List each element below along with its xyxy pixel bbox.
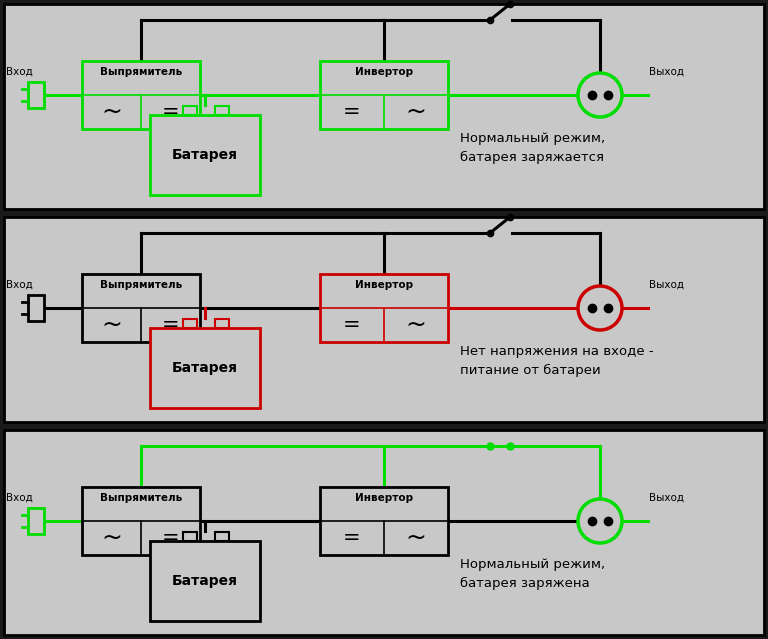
Text: Батарея: Батарея (172, 361, 238, 375)
Text: Инвертор: Инвертор (355, 280, 413, 290)
Text: Нормальный режим,
батарея заряжена: Нормальный режим, батарея заряжена (460, 558, 605, 590)
Text: =: = (343, 102, 361, 122)
Text: Нет напряжения на входе -
питание от батареи: Нет напряжения на входе - питание от бат… (460, 345, 654, 377)
Text: ~: ~ (101, 100, 122, 124)
Text: Инвертор: Инвертор (355, 67, 413, 77)
Text: =: = (162, 102, 179, 122)
Text: Выход: Выход (649, 493, 684, 503)
Text: Батарея: Батарея (172, 574, 238, 588)
FancyBboxPatch shape (28, 508, 44, 534)
FancyBboxPatch shape (4, 430, 764, 635)
Text: ~: ~ (101, 313, 122, 337)
Text: Выпрямитель: Выпрямитель (100, 280, 182, 290)
Text: Вход: Вход (6, 67, 33, 77)
Text: Выпрямитель: Выпрямитель (100, 67, 182, 77)
FancyBboxPatch shape (215, 106, 229, 115)
Circle shape (578, 73, 622, 117)
FancyBboxPatch shape (28, 82, 44, 108)
Text: Инвертор: Инвертор (355, 493, 413, 503)
Text: ~: ~ (406, 526, 426, 550)
FancyBboxPatch shape (150, 328, 260, 408)
FancyBboxPatch shape (28, 295, 44, 321)
FancyBboxPatch shape (4, 217, 764, 422)
Text: ~: ~ (406, 313, 426, 337)
FancyBboxPatch shape (215, 319, 229, 328)
Text: Нормальный режим,
батарея заряжается: Нормальный режим, батарея заряжается (460, 132, 605, 164)
FancyBboxPatch shape (183, 106, 197, 115)
FancyBboxPatch shape (82, 274, 200, 342)
FancyBboxPatch shape (183, 319, 197, 328)
Text: Выпрямитель: Выпрямитель (100, 493, 182, 503)
FancyBboxPatch shape (82, 61, 200, 129)
Text: Вход: Вход (6, 493, 33, 503)
Text: =: = (343, 528, 361, 548)
FancyBboxPatch shape (215, 532, 229, 541)
Text: =: = (162, 315, 179, 335)
FancyBboxPatch shape (150, 541, 260, 621)
FancyBboxPatch shape (150, 115, 260, 195)
FancyBboxPatch shape (183, 532, 197, 541)
Text: Батарея: Батарея (172, 148, 238, 162)
Text: =: = (162, 528, 179, 548)
FancyBboxPatch shape (320, 61, 448, 129)
FancyBboxPatch shape (82, 487, 200, 555)
FancyBboxPatch shape (320, 274, 448, 342)
Circle shape (578, 286, 622, 330)
FancyBboxPatch shape (4, 4, 764, 209)
Text: Вход: Вход (6, 280, 33, 290)
FancyBboxPatch shape (320, 487, 448, 555)
Circle shape (578, 499, 622, 543)
Text: ~: ~ (406, 100, 426, 124)
Text: Выход: Выход (649, 280, 684, 290)
Text: ~: ~ (101, 526, 122, 550)
Text: =: = (343, 315, 361, 335)
Text: Выход: Выход (649, 67, 684, 77)
